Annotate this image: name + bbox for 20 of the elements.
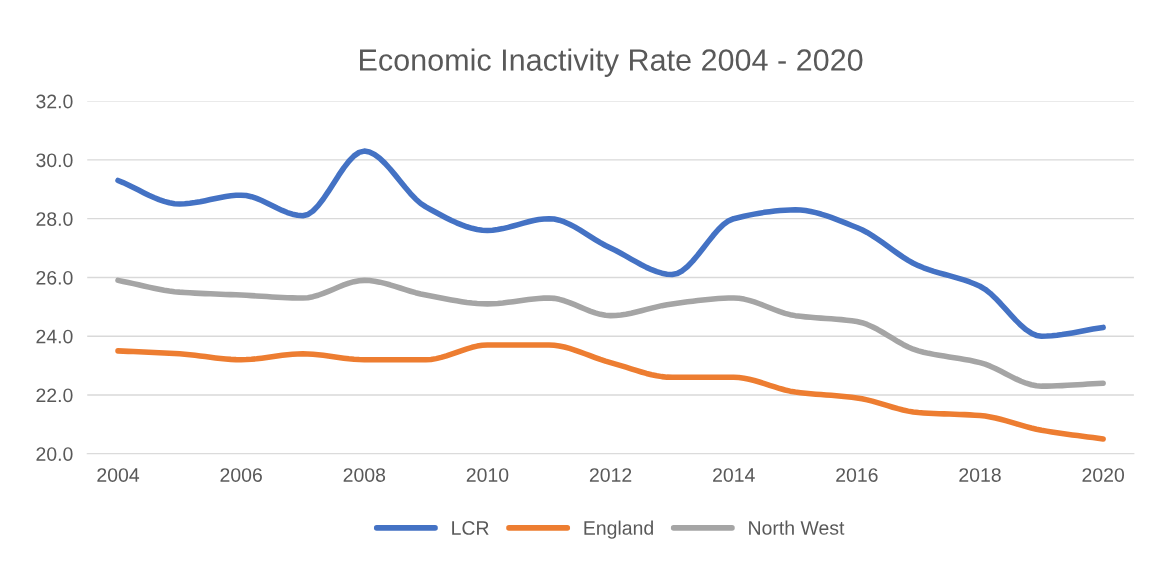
x-tick-label: 2020 bbox=[1082, 468, 1125, 482]
y-tick-label: 24.0 bbox=[36, 329, 73, 344]
x-tick-label: 2018 bbox=[959, 468, 1001, 482]
y-tick-label: 32.0 bbox=[36, 94, 73, 109]
legend-label: LCR bbox=[452, 521, 489, 535]
y-tick-label: 26.0 bbox=[36, 270, 73, 285]
x-tick-label: 2006 bbox=[220, 468, 262, 482]
y-tick-label: 20.0 bbox=[36, 447, 73, 461]
legend-label: North West bbox=[749, 520, 845, 535]
y-tick-label: 22.0 bbox=[36, 388, 73, 403]
x-tick-label: 2014 bbox=[713, 468, 755, 482]
x-tick-label: 2008 bbox=[343, 468, 386, 482]
x-tick-label: 2012 bbox=[589, 468, 632, 482]
x-tick-label: 2010 bbox=[466, 468, 509, 482]
y-tick-label: 30.0 bbox=[36, 153, 73, 168]
y-tick-label: 28.0 bbox=[36, 212, 73, 226]
legend-label: England bbox=[584, 520, 653, 539]
x-tick-label: 2016 bbox=[836, 468, 878, 482]
chart-title: Economic Inactivity Rate 2004 - 2020 bbox=[360, 48, 863, 77]
x-tick-label: 2004 bbox=[97, 468, 140, 482]
